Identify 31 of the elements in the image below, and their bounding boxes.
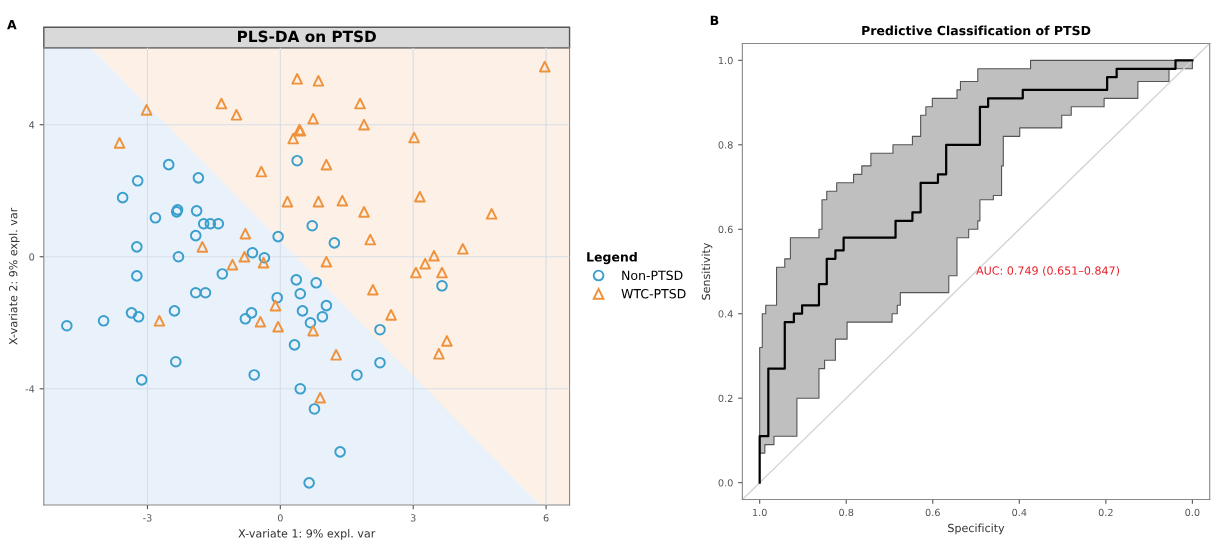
legend-label: WTC-PTSD bbox=[621, 288, 686, 299]
text: B bbox=[710, 15, 719, 25]
y-tick-label: 0.4 bbox=[718, 310, 733, 318]
y-tick-label: 4 bbox=[29, 121, 35, 129]
text: A bbox=[7, 20, 17, 30]
x-tick-label: 0.4 bbox=[1012, 508, 1027, 517]
y-axis-title: X-variate 2: 9% expl. var bbox=[8, 207, 20, 345]
legend-label: Non-PTSD bbox=[622, 270, 683, 281]
x-tick-label: 0.8 bbox=[839, 508, 854, 517]
x-axis-title: X-variate 1: 9% expl. var bbox=[238, 528, 376, 540]
x-tick-label: 0.6 bbox=[925, 508, 940, 517]
y-tick-label: 0 bbox=[29, 253, 35, 261]
x-tick-label: 0.0 bbox=[1185, 508, 1200, 517]
annotation: AUC: 0.749 (0.651–0.847) bbox=[976, 266, 1120, 277]
y-tick-label: 0.6 bbox=[718, 225, 733, 234]
x-tick-label: 1.0 bbox=[753, 508, 767, 517]
y-tick-label: -4 bbox=[25, 385, 35, 393]
x-tick-label: 0 bbox=[277, 514, 283, 522]
chart-title: PLS-DA on PTSD bbox=[238, 30, 376, 43]
y-axis-title: Sensitivity bbox=[701, 242, 713, 300]
x-tick-label: 0.2 bbox=[1098, 508, 1113, 517]
y-tick-label: 0.0 bbox=[718, 479, 733, 487]
x-axis-title: Specificity bbox=[948, 523, 1005, 535]
y-tick-label: 0.8 bbox=[718, 141, 733, 149]
legend-title: Legend bbox=[587, 251, 637, 265]
chart-title: Predictive Classification of PTSD bbox=[862, 25, 1091, 36]
x-tick-label: 6 bbox=[543, 514, 549, 522]
x-tick-label: 3 bbox=[410, 514, 416, 522]
x-tick-label: -3 bbox=[143, 514, 152, 522]
y-tick-label: 0.2 bbox=[718, 394, 733, 403]
y-tick-label: 1.0 bbox=[718, 56, 733, 65]
